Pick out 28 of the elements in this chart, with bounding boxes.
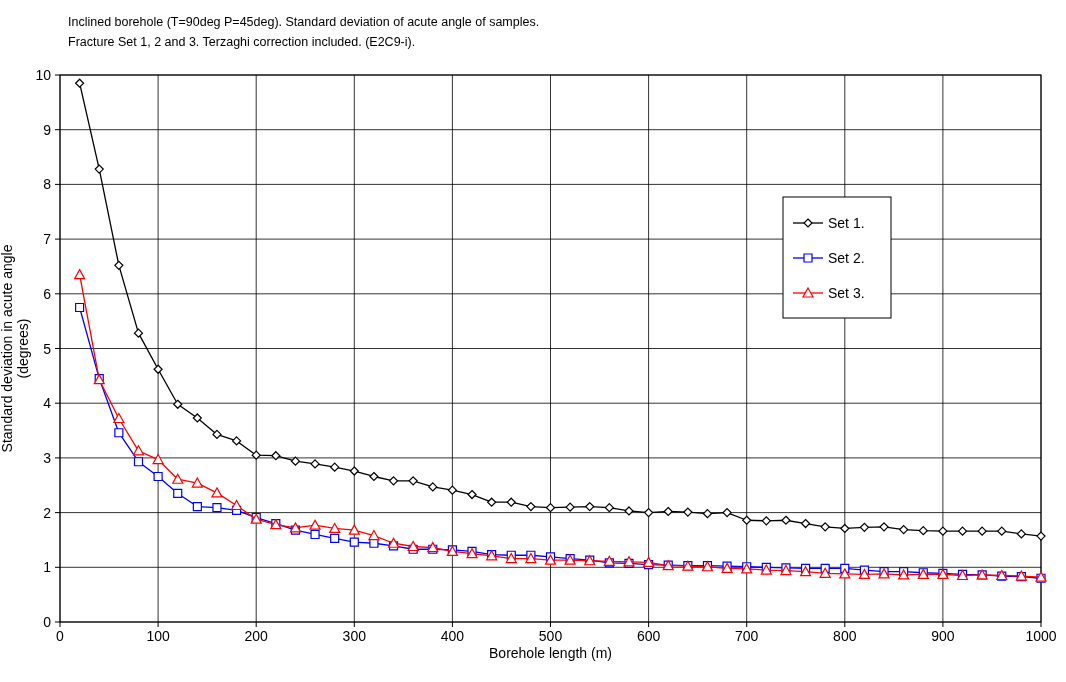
x-tick-label: 800 <box>833 628 857 644</box>
x-tick-label: 1000 <box>1025 628 1057 644</box>
x-tick-label: 200 <box>244 628 269 644</box>
chart-title: Inclined borehole (T=90deg P=45deg). Standard deviation of acute angle of samples. Fracture Set 1, 2 and 3. Terzaghi correction included. (E2C9-i). <box>68 15 540 49</box>
legend-label: Set 2. <box>828 250 865 266</box>
y-tick-label: 0 <box>43 614 52 630</box>
x-tick-label: 500 <box>538 628 563 644</box>
y-tick-label: 4 <box>43 395 52 412</box>
x-tick-label: 400 <box>440 628 465 644</box>
x-axis-title: Borehole length (m) <box>489 645 612 661</box>
legend-label: Set 1. <box>828 215 865 231</box>
y-axis-title: Standard deviation in acute angle (degrees) <box>0 244 31 453</box>
y-tick-label: 5 <box>43 340 52 357</box>
y-tick-label: 3 <box>43 449 52 466</box>
x-tick-label: 600 <box>636 628 661 644</box>
x-tick-label: 100 <box>146 628 170 644</box>
y-tick-label: 7 <box>43 231 52 248</box>
y-tick-label: 10 <box>35 67 52 83</box>
y-tick-label: 6 <box>43 285 52 302</box>
x-tick-label: 0 <box>56 628 65 644</box>
y-tick-label: 8 <box>43 176 52 193</box>
y-tick-label: 9 <box>43 121 52 138</box>
y-tick-label: 1 <box>43 559 52 576</box>
x-tick-label: 300 <box>342 628 367 644</box>
y-tick-label: 2 <box>43 504 52 521</box>
x-tick-label: 700 <box>735 628 759 644</box>
legend-label: Set 3. <box>828 285 865 301</box>
x-tick-label: 900 <box>931 628 955 644</box>
